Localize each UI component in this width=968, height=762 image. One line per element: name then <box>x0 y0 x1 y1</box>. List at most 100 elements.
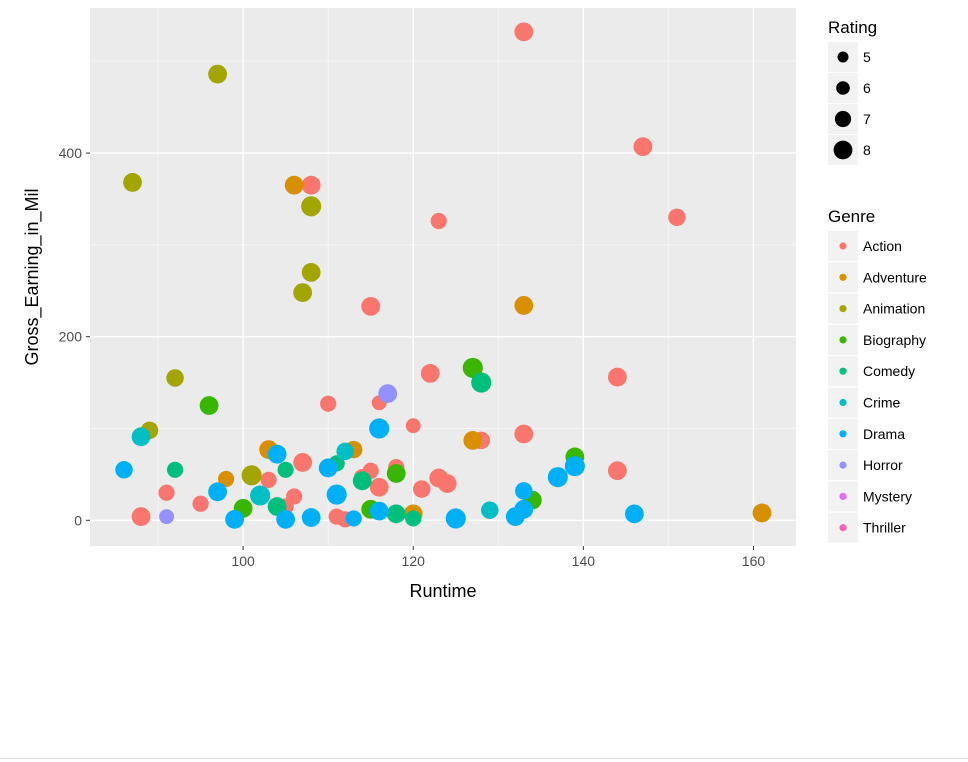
data-point <box>250 485 271 506</box>
rating-legend-title: Rating <box>828 18 877 37</box>
legend-size-key <box>836 81 850 95</box>
y-axis: 0 200 400 <box>59 145 90 528</box>
genre-legend-label: Biography <box>863 332 926 348</box>
data-point <box>514 296 534 315</box>
data-point <box>481 501 499 519</box>
data-point <box>293 453 313 472</box>
genre-legend-label: Mystery <box>863 488 912 504</box>
y-tick-label: 0 <box>74 512 82 528</box>
data-point <box>420 363 440 383</box>
rating-legend: Rating 5 6 7 8 <box>828 18 877 165</box>
data-point <box>624 504 644 524</box>
minor-gridlines <box>90 8 796 546</box>
data-point <box>276 509 296 529</box>
x-tick-label: 100 <box>231 553 255 569</box>
y-axis-title: Gross_Earning_in_Mil <box>22 188 43 365</box>
data-point <box>208 482 227 502</box>
data-point <box>115 461 133 479</box>
genre-legend-label: Crime <box>863 395 901 411</box>
data-point <box>267 444 287 464</box>
legend-size-key <box>837 51 849 63</box>
legend-color-key <box>839 336 847 344</box>
legend-color-key <box>839 367 847 375</box>
data-point <box>514 22 534 42</box>
data-point <box>547 467 568 488</box>
data-point <box>463 431 483 450</box>
genre-legend-label: Thriller <box>863 520 906 536</box>
data-point <box>345 510 362 527</box>
data-point <box>514 424 534 444</box>
data-point <box>166 369 184 387</box>
genre-legend-label: Comedy <box>863 363 915 379</box>
data-point <box>405 418 421 434</box>
x-tick-label: 140 <box>572 553 596 569</box>
legend-size-key <box>833 140 853 160</box>
rating-legend-label: 5 <box>863 49 871 65</box>
data-point <box>352 471 372 491</box>
data-point <box>192 495 209 512</box>
plot-panel <box>90 8 796 546</box>
x-tick-label: 160 <box>742 553 766 569</box>
data-point <box>123 173 142 192</box>
rating-legend-label: 7 <box>863 111 871 127</box>
data-points <box>115 22 772 529</box>
data-point <box>166 461 184 478</box>
x-axis: 100 120 140 160 <box>231 546 765 569</box>
data-point <box>199 396 219 415</box>
data-point <box>225 509 245 529</box>
data-point <box>437 474 457 493</box>
data-point <box>386 504 406 524</box>
data-point <box>159 509 175 525</box>
data-point <box>369 477 389 497</box>
data-point <box>277 461 294 478</box>
data-point <box>131 507 151 527</box>
rating-legend-label: 8 <box>863 142 871 158</box>
data-point <box>369 418 390 439</box>
data-point <box>318 458 338 478</box>
rating-legend-label: 6 <box>863 80 871 96</box>
x-axis-title: Runtime <box>409 581 476 601</box>
legend-color-key <box>839 430 847 438</box>
data-point <box>301 196 322 217</box>
legend-color-key <box>839 305 847 313</box>
data-point <box>158 484 175 501</box>
data-point <box>505 507 525 527</box>
legend-size-key <box>834 110 852 128</box>
data-point <box>336 442 354 461</box>
genre-legend-label: Animation <box>863 301 925 317</box>
data-point <box>430 212 447 230</box>
data-point <box>633 137 653 157</box>
data-point <box>260 471 277 488</box>
data-point <box>607 367 627 387</box>
data-point <box>301 175 321 195</box>
data-point <box>412 480 431 498</box>
data-point <box>293 283 313 303</box>
genre-legend: Genre Action Adventure Animation Biography C… <box>828 207 927 543</box>
data-point <box>752 503 772 523</box>
legend-color-key <box>839 524 847 532</box>
data-point <box>326 484 347 505</box>
legend-color-key <box>839 273 847 281</box>
y-tick-label: 400 <box>59 145 83 161</box>
data-point <box>369 501 389 521</box>
legend-color-key <box>839 242 847 250</box>
genre-legend-label: Adventure <box>863 269 927 285</box>
data-point <box>320 395 337 412</box>
data-point <box>378 384 398 403</box>
data-point <box>361 296 381 316</box>
genre-legend-label: Drama <box>863 426 905 442</box>
data-point <box>471 372 492 393</box>
data-point <box>515 482 533 500</box>
genre-legend-label: Horror <box>863 457 903 473</box>
data-point <box>564 456 585 477</box>
data-point <box>386 464 406 483</box>
data-point <box>301 263 321 282</box>
data-point <box>208 64 227 84</box>
data-point <box>462 357 483 378</box>
data-point <box>607 461 627 481</box>
genre-legend-title: Genre <box>828 207 875 226</box>
genre-legend-label: Action <box>863 238 902 254</box>
legend-color-key <box>839 461 847 469</box>
data-point <box>217 470 235 488</box>
